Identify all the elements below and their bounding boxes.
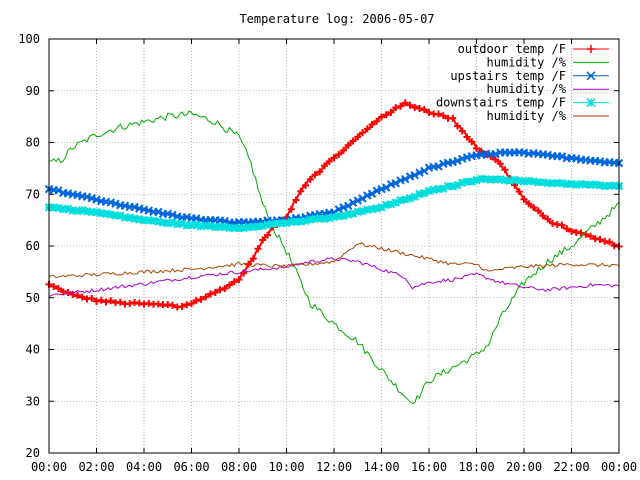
series-line (48, 242, 620, 279)
series-6 (48, 242, 620, 279)
x-tick-label: 14:00 (363, 460, 399, 474)
x-tick-label: 12:00 (316, 460, 352, 474)
x-tick-label: 00:00 (601, 460, 637, 474)
x-tick-label: 10:00 (268, 460, 304, 474)
y-tick-label: 40 (26, 343, 40, 357)
legend-label: humidity /% (487, 55, 567, 69)
y-tick-label: 20 (26, 446, 40, 460)
chart-title: Temperature log: 2006-05-07 (239, 12, 434, 26)
y-tick-label: 90 (26, 84, 40, 98)
grid (49, 39, 619, 453)
x-tick-label: 00:00 (31, 460, 67, 474)
axis-ticks: 00:00 02:00 04:00 06:00 08:00 10:00 12:00 14:00… (18, 32, 637, 474)
legend-label: downstairs temp /F (436, 96, 566, 110)
legend-label: outdoor temp /F (458, 42, 566, 56)
legend-label: humidity /% (487, 109, 567, 123)
legend-entry: upstairs temp /F (450, 69, 609, 83)
legend-marker (587, 45, 595, 53)
y-tick-label: 60 (26, 239, 40, 253)
x-tick-label: 22:00 (553, 460, 589, 474)
series-4 (48, 257, 620, 297)
y-tick-label: 30 (26, 394, 40, 408)
legend-label: humidity /% (487, 82, 567, 96)
y-tick-label: 70 (26, 187, 40, 201)
y-tick-label: 50 (26, 291, 40, 305)
legend-entry: downstairs temp /F (436, 96, 609, 110)
x-tick-label: 04:00 (126, 460, 162, 474)
legend-marker (586, 98, 596, 108)
legend-entry: humidity /% (487, 109, 609, 123)
y-tick-label: 80 (26, 136, 40, 150)
x-tick-label: 20:00 (506, 460, 542, 474)
x-tick-label: 06:00 (173, 460, 209, 474)
legend-entry: humidity /% (487, 82, 609, 96)
legend-entry: humidity /% (487, 55, 609, 69)
series-line (48, 257, 620, 297)
legend-entry: outdoor temp /F (458, 42, 609, 56)
legend-marker (586, 71, 596, 81)
series-2 (48, 110, 620, 405)
y-tick-label: 100 (18, 32, 40, 46)
x-tick-label: 02:00 (78, 460, 114, 474)
x-tick-label: 18:00 (458, 460, 494, 474)
legend-label: upstairs temp /F (450, 69, 566, 83)
x-tick-label: 16:00 (411, 460, 447, 474)
series-line (48, 110, 620, 405)
x-tick-label: 08:00 (221, 460, 257, 474)
